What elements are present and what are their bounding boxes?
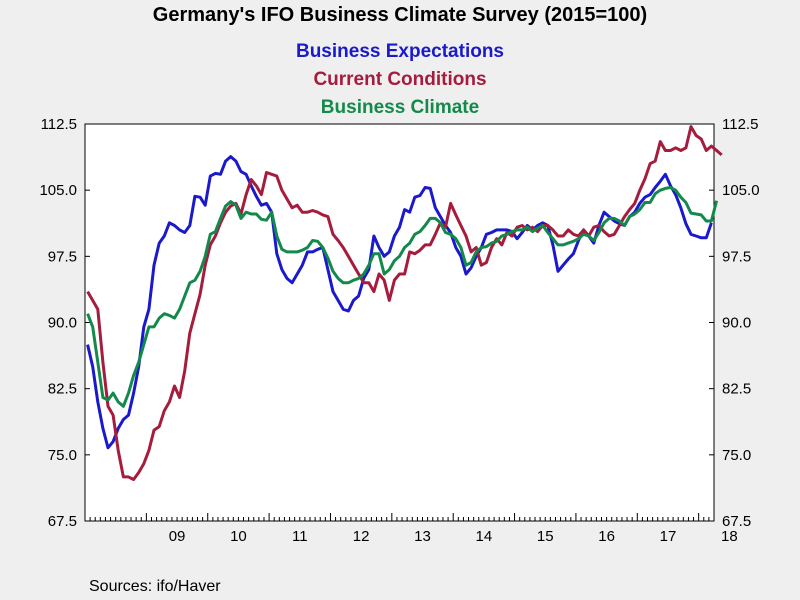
x-tick-label: 17 [660,528,677,545]
series-line-business-expectations [86,155,713,450]
x-tick-label: 11 [292,528,308,545]
y-tick-label-left: 112.5 [41,116,77,133]
x-tick-label: 15 [537,528,554,545]
x-tick-label: 09 [169,528,186,545]
chart-title: Germany's IFO Business Climate Survey (2… [152,4,648,26]
y-tick-label-left: 82.5 [48,381,77,398]
y-tick-label-left: 97.5 [48,248,77,265]
x-tick-label: 10 [230,528,247,545]
y-tick-label-right: 82.5 [722,381,751,398]
y-tick-label-right: 97.5 [722,248,751,265]
source-note: Sources: ifo/Haver [89,578,221,595]
y-tick-label-left: 75.0 [48,447,77,464]
x-tick-label: 12 [353,528,370,545]
series-line-business-climate [86,186,719,408]
x-tick-label: 13 [414,528,431,545]
y-tick-label-left: 67.5 [48,513,77,530]
y-tick-label-right: 105.0 [722,182,760,199]
y-tick-label-right: 112.5 [722,116,758,133]
y-tick-label-left: 105.0 [39,182,77,199]
legend-business-expectations: Business Expectations [295,41,505,62]
y-tick-label-right: 75.0 [722,447,751,464]
x-tick-label: 16 [598,528,615,545]
y-tick-label-right: 67.5 [722,513,751,530]
x-tick-label: 14 [476,528,493,545]
y-tick-label-left: 90.0 [48,315,77,332]
x-tick-label: 18 [721,528,738,545]
legend-current-conditions: Current Conditions [313,69,487,90]
y-tick-label-right: 90.0 [722,315,751,332]
plot-area [84,123,715,522]
legend-business-climate: Business Climate [320,97,480,118]
series-line-current-conditions [86,125,723,481]
